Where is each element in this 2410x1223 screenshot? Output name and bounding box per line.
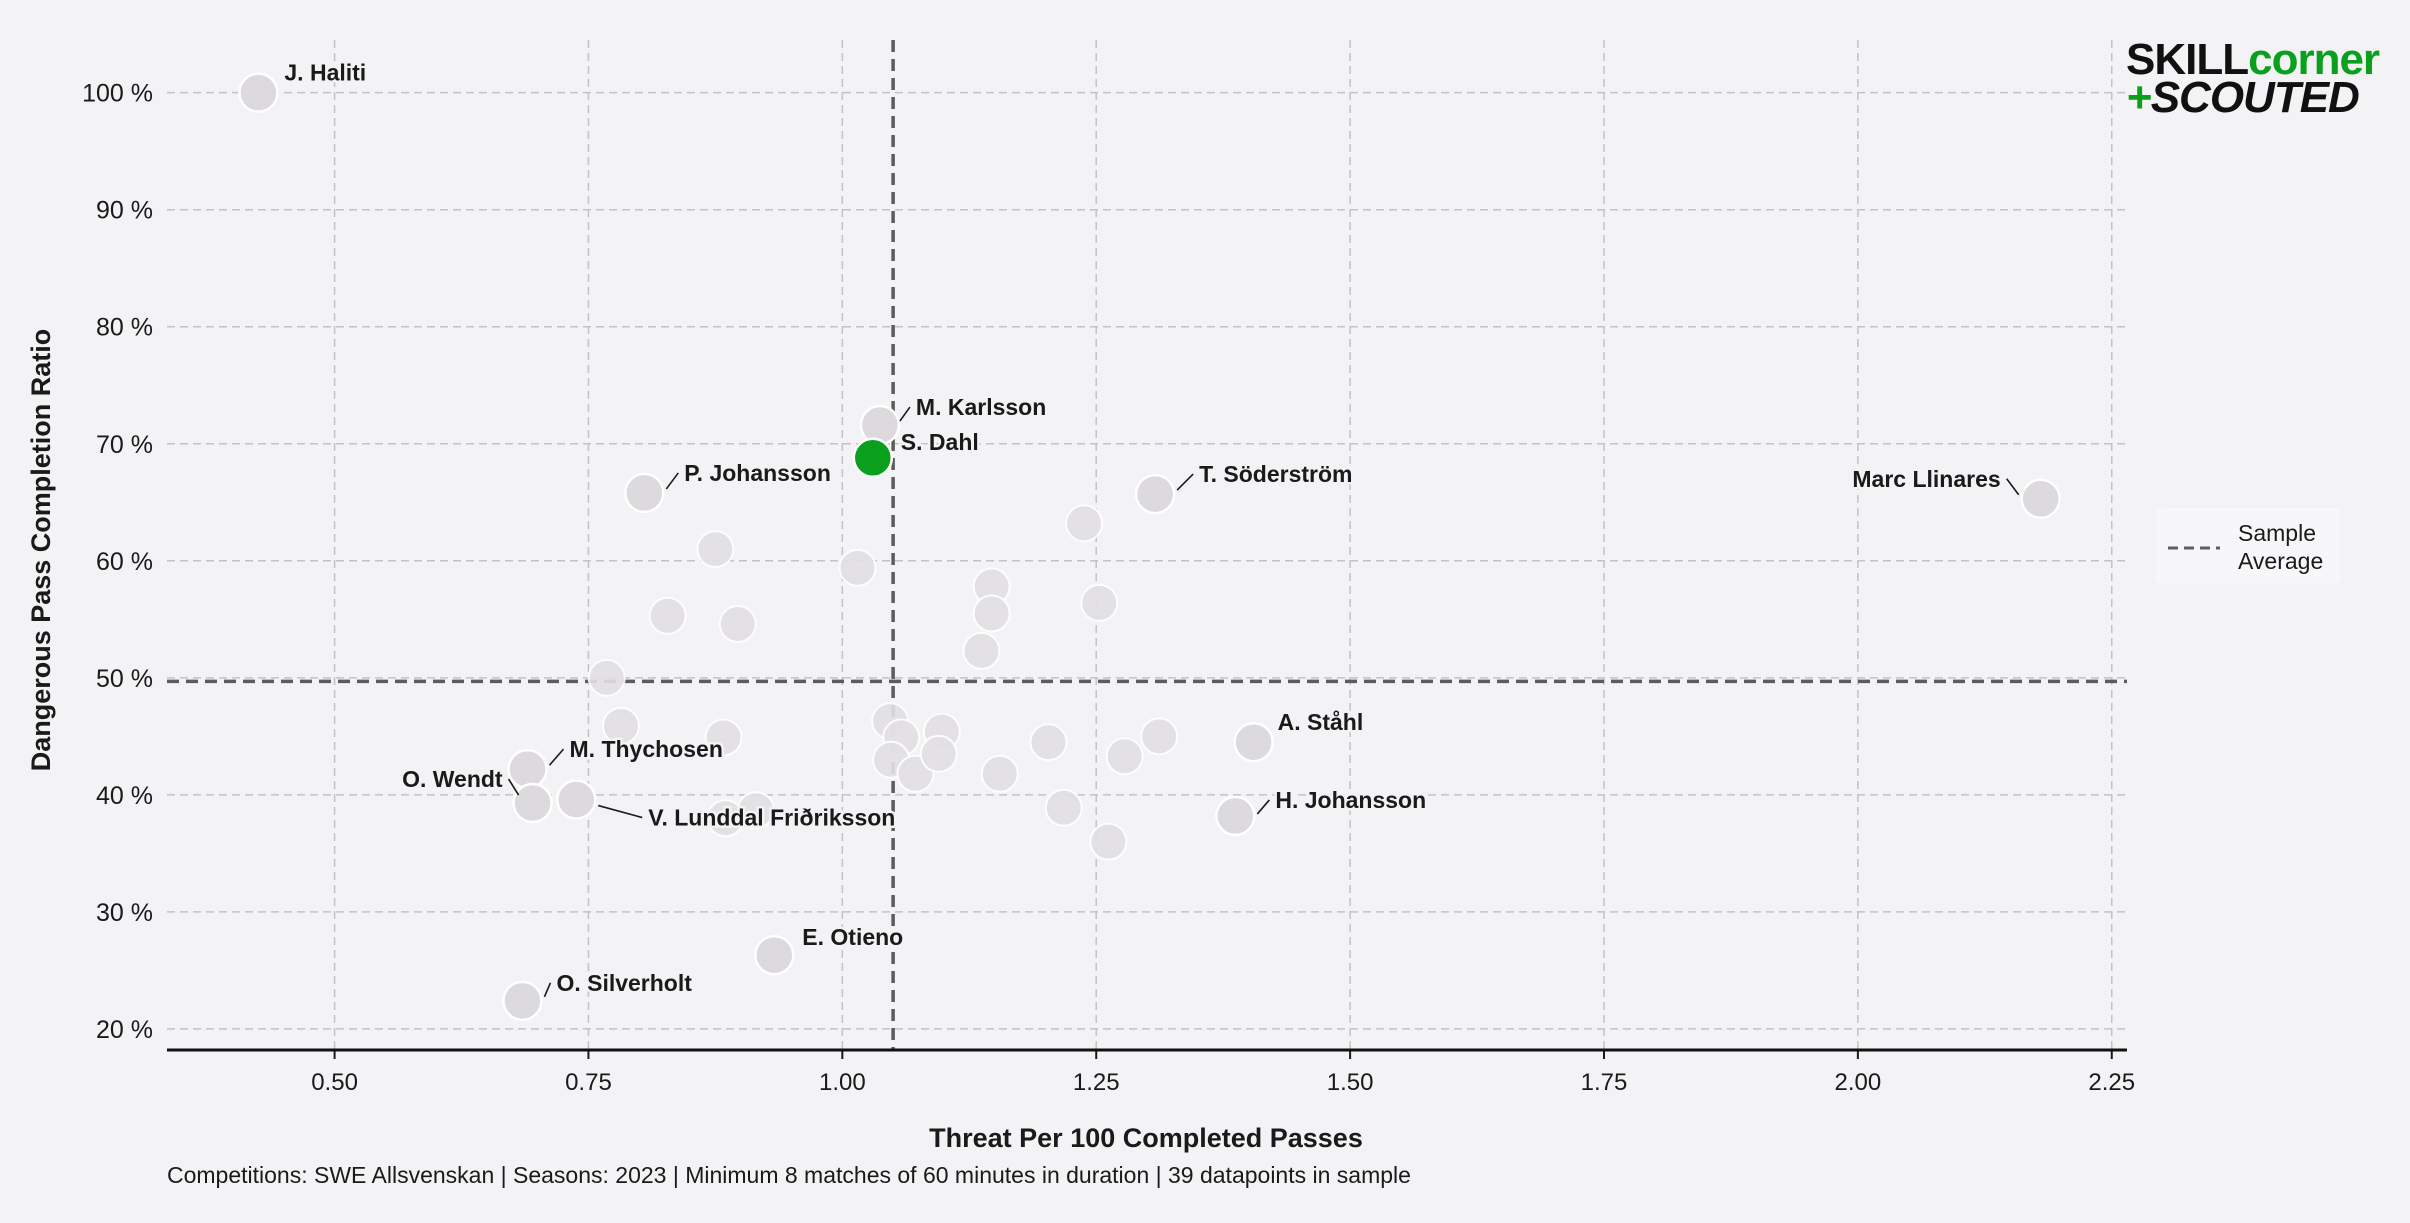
y-tick-label: 20 % [96,1016,153,1044]
y-tick-label: 60 % [96,548,153,576]
label-leader-line [1176,473,1194,491]
y-tick-label: 70 % [96,431,153,459]
logo-skill-text: SKILL [2126,35,2248,84]
data-point [838,548,877,587]
label-leader-line [543,982,552,998]
data-point [1140,717,1179,756]
labeled-data-point [754,934,795,976]
point-label: H. Johansson [1275,787,1426,813]
labeled-data-point [507,748,548,790]
data-point [1065,504,1104,543]
legend-label-line2: Average [2238,548,2323,574]
data-point [1089,822,1128,861]
x-tick-label: 1.25 [1073,1069,1120,1096]
data-point [648,596,687,635]
x-tick-label: 1.75 [1581,1069,1628,1096]
labeled-data-point [859,404,901,446]
point-label: S. Dahl [901,429,979,455]
legend: Sample Average [2156,508,2340,584]
label-leader-line [899,406,911,422]
y-tick-label: 50 % [96,665,153,693]
logo-scouted-text: SCOUTED [2151,73,2359,122]
y-tick-label: 30 % [96,899,153,927]
skillcorner-scouted-logo: SKILLcorner +SCOUTED [2126,35,2381,122]
label-leader-line [507,778,520,796]
point-label: E. Otieno [802,924,903,950]
data-point [706,799,745,838]
data-point [972,594,1011,633]
x-axis-title: Threat Per 100 Completed Passes [929,1123,1363,1153]
labels-layer: J. Haliti M. Karlsson S. Dahl P. Johansson T… [282,57,2020,998]
logo-plus-text: + [2126,73,2151,122]
data-point [1105,737,1144,776]
point-label: J. Haliti [284,60,366,86]
y-axis-title: Dangerous Pass Completion Ratio [26,329,56,772]
svg-text:SKILLcorner: SKILLcorner [2126,35,2380,84]
highlighted-data-point [852,437,894,479]
labeled-data-point [2020,478,2061,520]
y-tick-label: 100 % [82,80,153,108]
x-tick-label: 2.25 [2088,1069,2135,1096]
x-tick-label: 0.50 [311,1069,358,1096]
x-tick-label: 2.00 [1835,1069,1882,1096]
point-label: M. Thychosen [570,736,723,762]
labeled-data-point [512,782,553,824]
data-point [601,706,640,745]
x-tick-label: 0.75 [565,1069,612,1096]
labeled-data-point [1134,473,1176,515]
data-point [587,658,626,697]
labeled-data-point [624,472,665,514]
labeled-data-point [1233,721,1274,763]
point-label: O. Silverholt [556,970,692,996]
labeled-data-point [238,72,279,113]
footer-caption: Competitions: SWE Allsvenskan | Seasons:… [167,1162,1411,1188]
data-point [704,718,743,757]
data-point [962,631,1001,670]
y-tick-label: 90 % [96,197,153,225]
point-label: A. Ståhl [1278,709,1364,735]
point-label: P. Johansson [684,460,831,486]
label-leader-line [548,748,565,766]
y-tick-label: 80 % [96,314,153,342]
labeled-data-point [1215,795,1256,837]
legend-box [2156,508,2340,584]
data-point [1044,788,1083,827]
axes: 0.50 0.75 1.00 1.25 1.50 1.75 2.00 2.25 20 % 30 %… [82,80,2135,1096]
labeled-data-point [502,980,543,1022]
logo-corner-text: corner [2248,35,2380,84]
data-point [718,604,757,643]
data-point [1029,723,1068,762]
labeled-data-point [556,779,597,820]
point-label: Marc Llinares [1852,466,2000,492]
point-label: T. Söderström [1199,461,1352,487]
data-point [980,754,1019,793]
points-layer [238,72,2061,1022]
x-tick-label: 1.50 [1327,1069,1374,1096]
label-leader-line [598,804,643,819]
average-lines [167,40,2127,1050]
data-point [696,530,735,569]
legend-label-line1: Sample [2238,520,2316,546]
data-point [1080,583,1119,622]
point-label: M. Karlsson [916,394,1046,420]
label-leader-line [1256,799,1270,815]
point-label: V. Lunddal Friðriksson [648,805,895,831]
label-leader-line [665,472,679,490]
x-tick-label: 1.00 [819,1069,866,1096]
data-point [919,734,958,773]
grid-layer [167,40,2127,1050]
y-tick-label: 40 % [96,782,153,810]
point-label: O. Wendt [402,766,503,792]
label-leader-line [2006,478,2020,496]
svg-text:+SCOUTED: +SCOUTED [2126,73,2359,122]
